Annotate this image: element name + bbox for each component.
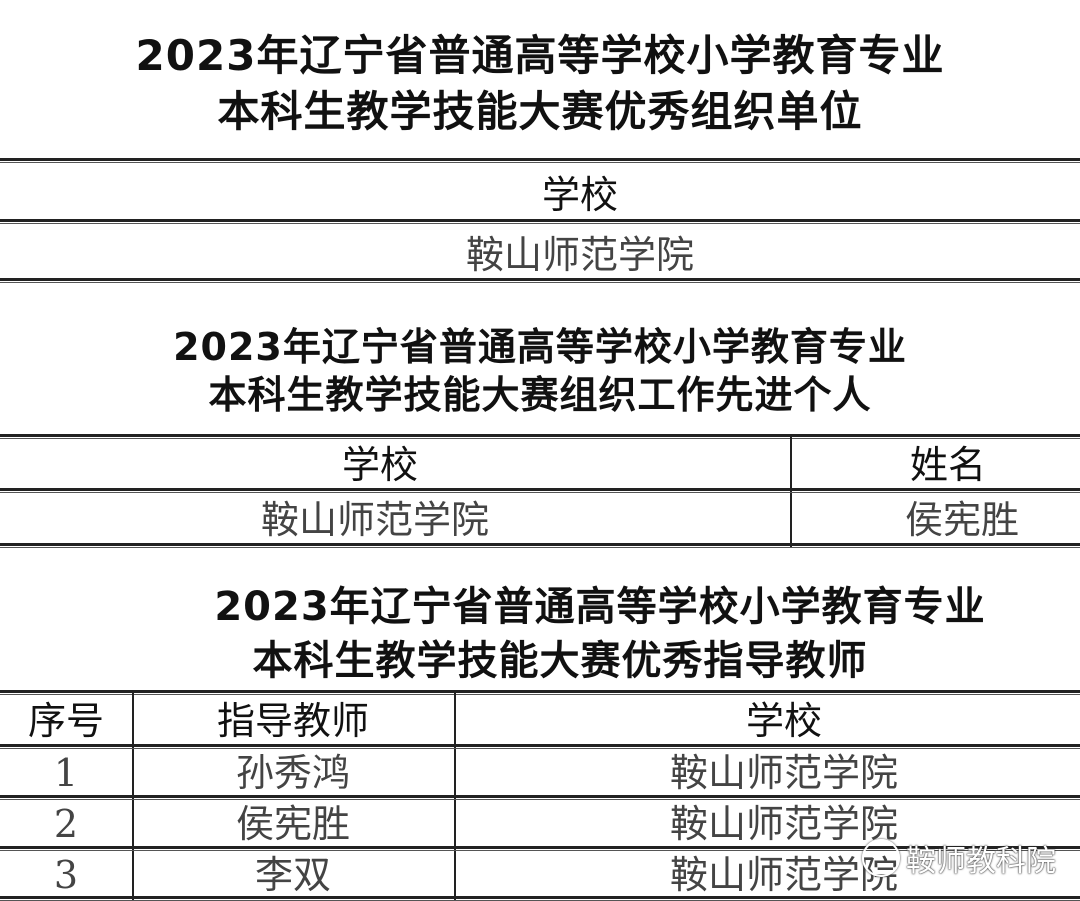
row3-school: 鞍山师范学院 <box>669 853 898 897</box>
watermark: 鞍师教科院 <box>862 836 1056 880</box>
cutoff <box>0 548 1080 556</box>
table-rule <box>0 896 1080 901</box>
table-rule <box>0 278 1080 283</box>
table-rule <box>0 219 1080 224</box>
section3-header-school: 学校 <box>745 699 822 743</box>
section2-header-school: 学校 <box>341 443 418 487</box>
section3-title-line1: 2023年辽宁省普通高等学校小学教育专业 <box>214 584 986 630</box>
row1-teacher: 孙秀鸿 <box>235 751 350 795</box>
table-rule <box>0 543 1080 548</box>
row2-school: 鞍山师范学院 <box>669 802 898 846</box>
section2-header-name: 姓名 <box>910 443 987 487</box>
table-rule <box>0 846 1080 851</box>
table-rule <box>0 488 1080 493</box>
section3-header-index: 序号 <box>27 699 104 743</box>
row1-school: 鞍山师范学院 <box>669 751 898 795</box>
section3-header-teacher: 指导教师 <box>216 699 369 743</box>
row2-teacher: 侯宪胜 <box>235 802 350 846</box>
section1-header-school: 学校 <box>541 173 618 217</box>
section1-row-school: 鞍山师范学院 <box>465 233 694 277</box>
table-rule <box>0 690 1080 695</box>
column-divider <box>790 436 792 556</box>
section1-title-line2: 本科生教学技能大赛优秀组织单位 <box>217 87 863 136</box>
table-rule <box>0 795 1080 800</box>
table-rule <box>0 434 1080 439</box>
section3-title-line2: 本科生教学技能大赛优秀指导教师 <box>252 638 868 684</box>
row2-index: 2 <box>53 802 79 846</box>
row1-index: 1 <box>53 751 79 795</box>
wechat-icon <box>862 839 900 877</box>
watermark-text: 鞍师教科院 <box>906 844 1056 879</box>
row3-index: 3 <box>53 853 79 897</box>
section2-row-school: 鞍山师范学院 <box>260 498 489 542</box>
table-rule <box>0 158 1080 163</box>
section1-title-line1: 2023年辽宁省普通高等学校小学教育专业 <box>135 31 945 80</box>
section2-row-name: 侯宪胜 <box>905 498 1020 542</box>
row3-teacher: 李双 <box>254 853 331 897</box>
table-rule <box>0 744 1080 749</box>
section2-title-line2: 本科生教学技能大赛组织工作先进个人 <box>208 373 872 417</box>
section2-title-line1: 2023年辽宁省普通高等学校小学教育专业 <box>173 325 907 369</box>
